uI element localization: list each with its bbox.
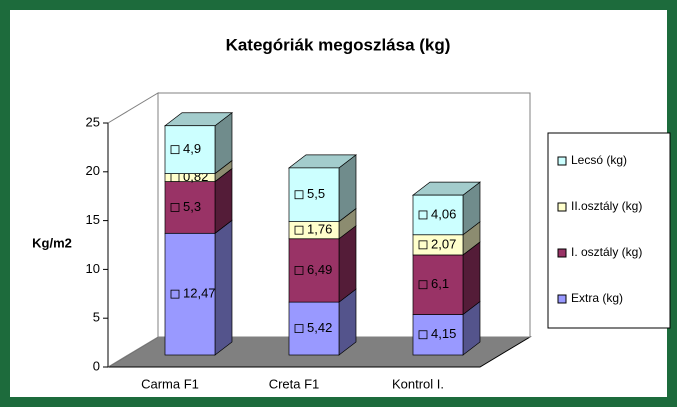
label-key <box>418 330 428 340</box>
y-axis-label: Kg/m2 <box>32 235 72 250</box>
x-tick-label: Kontrol I. <box>392 376 444 391</box>
data-label: 2,07 <box>431 236 456 251</box>
data-label: 5,5 <box>307 186 325 201</box>
label-key <box>418 240 428 250</box>
y-tick-label: 0 <box>93 358 100 373</box>
y-tick-label: 20 <box>86 163 100 178</box>
legend-label: Lecsó (kg) <box>571 153 627 167</box>
legend-label: II.osztály (kg) <box>571 199 642 213</box>
label-key <box>294 190 304 200</box>
legend-label: I. osztály (kg) <box>571 245 642 259</box>
y-tick-label: 15 <box>86 212 100 227</box>
data-label: 4,06 <box>431 206 456 221</box>
legend <box>547 132 671 329</box>
y-tick-label: 10 <box>86 261 100 276</box>
bar-side <box>214 219 233 356</box>
data-label: 4,9 <box>183 141 201 156</box>
legend-label: Extra (kg) <box>571 291 623 305</box>
label-key <box>418 210 428 220</box>
chart-title: Kategóriák megoszlása (kg) <box>226 35 451 54</box>
label-key <box>418 280 428 290</box>
legend-swatch <box>557 248 567 258</box>
side-wall <box>107 92 159 368</box>
label-key <box>294 225 304 235</box>
y-tick-label: 5 <box>93 310 100 325</box>
x-tick-label: Carma F1 <box>141 376 199 391</box>
legend-swatch <box>557 202 567 212</box>
data-label: 5,3 <box>183 199 201 214</box>
label-key <box>170 145 180 155</box>
x-tick-label: Creta F1 <box>269 376 320 391</box>
data-label: 5,42 <box>307 320 332 335</box>
label-key <box>170 203 180 212</box>
legend-swatch <box>557 294 567 304</box>
data-label: 6,49 <box>307 262 332 277</box>
label-key <box>294 324 304 333</box>
data-label: 6,1 <box>431 276 449 291</box>
data-label: 4,15 <box>431 326 456 341</box>
label-key <box>170 289 180 299</box>
legend-swatch <box>557 156 567 166</box>
data-label: 12,47 <box>183 286 216 301</box>
data-label: 1,76 <box>307 222 332 237</box>
label-key <box>170 173 180 182</box>
label-key <box>294 266 304 275</box>
y-tick-label: 25 <box>86 114 100 129</box>
